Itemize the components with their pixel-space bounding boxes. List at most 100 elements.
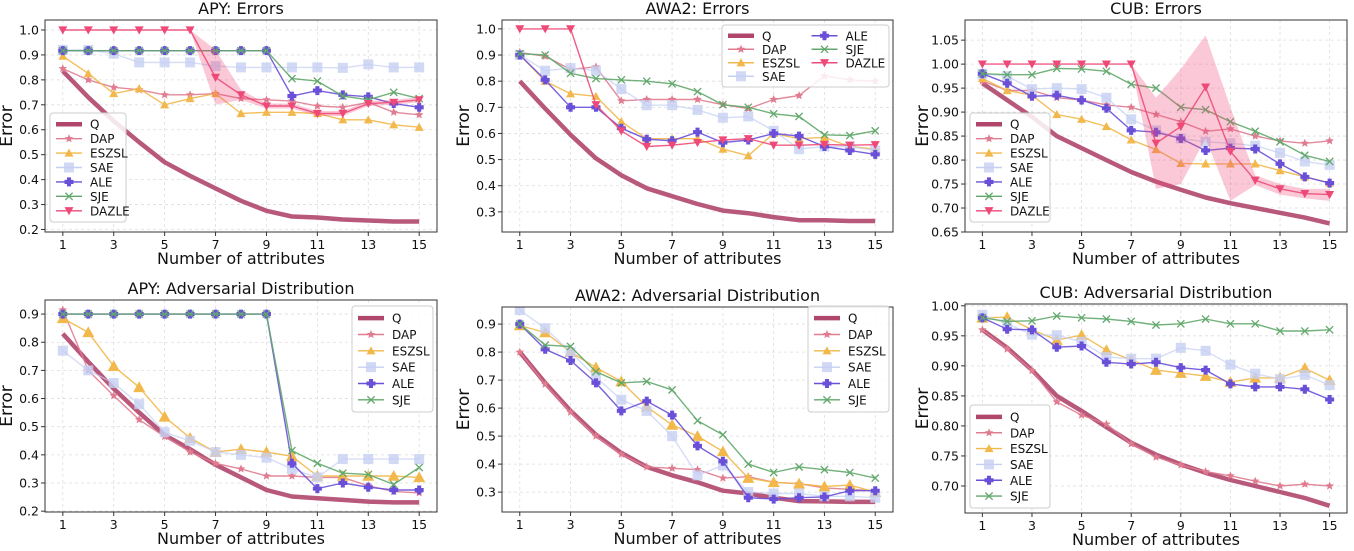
y-tick-label: 1.0 bbox=[476, 21, 496, 36]
data-point-ale bbox=[794, 493, 804, 503]
data-point-sje bbox=[1102, 314, 1111, 324]
data-point-sae bbox=[159, 427, 170, 438]
data-point-ale bbox=[667, 410, 677, 420]
data-point-sje bbox=[1077, 64, 1086, 73]
data-point-sae bbox=[743, 111, 754, 122]
y-tick-label: 0.4 bbox=[19, 172, 39, 187]
legend-item-sje: SJE bbox=[811, 43, 864, 57]
data-point-dap bbox=[1300, 479, 1310, 488]
data-point-ale bbox=[1077, 95, 1087, 105]
x-tick-label: 5 bbox=[1078, 518, 1086, 533]
data-point-ale bbox=[1176, 133, 1186, 143]
data-point-sje bbox=[109, 310, 118, 319]
data-point-sje bbox=[1176, 319, 1185, 328]
legend-item-sje: SJE bbox=[56, 190, 109, 204]
data-point-eszsl bbox=[819, 132, 829, 141]
data-point-eszsl bbox=[566, 89, 576, 98]
data-point-sje bbox=[769, 468, 778, 477]
data-point-dap bbox=[1250, 131, 1260, 140]
data-point-sae bbox=[210, 61, 221, 72]
data-point-dap bbox=[389, 107, 398, 116]
x-tick-label: 1 bbox=[978, 518, 986, 533]
x-tick-label: 1 bbox=[516, 237, 524, 252]
x-axis-label: Number of attributes bbox=[157, 249, 325, 268]
data-point-sae bbox=[134, 57, 145, 68]
data-point-sje bbox=[1127, 80, 1136, 89]
subplot-5: 1 3 5 7 9 11 13 150.700.750.800.850.900.951.00C… bbox=[913, 283, 1348, 549]
y-axis-label: Error bbox=[913, 105, 933, 146]
legend-marker-eszsl bbox=[64, 148, 74, 157]
data-point-eszsl bbox=[742, 472, 755, 483]
x-tick-label: 9 bbox=[1177, 518, 1185, 533]
data-point-ale bbox=[566, 102, 576, 112]
legend-item-ale: ALE bbox=[56, 175, 112, 189]
data-point-sae bbox=[57, 345, 68, 356]
legend-label: SAE bbox=[848, 361, 872, 375]
data-point-sje bbox=[1027, 70, 1037, 79]
legend-item-dap: DAP bbox=[976, 426, 1034, 440]
y-tick-label: 1.05 bbox=[931, 33, 959, 48]
data-point-sae bbox=[1275, 374, 1286, 385]
data-point-sae bbox=[616, 394, 627, 405]
data-point-dap bbox=[109, 82, 118, 91]
data-point-eszsl bbox=[1201, 159, 1211, 168]
legend-item-sae: SAE bbox=[728, 70, 786, 84]
data-point-sae bbox=[590, 65, 601, 76]
data-point-sae bbox=[565, 63, 576, 74]
data-point-ale bbox=[515, 50, 525, 60]
x-tick-label: 5 bbox=[1078, 237, 1086, 252]
data-point-dap bbox=[693, 95, 702, 104]
data-point-ale bbox=[312, 484, 322, 494]
data-point-ale bbox=[591, 378, 601, 388]
x-tick-label: 15 bbox=[867, 517, 883, 532]
legend-item-eszsl: ESZSL bbox=[728, 56, 800, 70]
data-point-sae bbox=[236, 62, 246, 73]
legend-item-q: Q bbox=[358, 312, 401, 326]
data-point-eszsl bbox=[107, 360, 120, 371]
legend-marker-dap bbox=[984, 134, 994, 143]
data-point-dazle bbox=[185, 26, 195, 35]
data-point-sae bbox=[1175, 342, 1186, 353]
data-point-dazle bbox=[109, 26, 119, 35]
legend-label: Q bbox=[762, 29, 771, 43]
data-point-sae bbox=[236, 449, 246, 460]
legend-label: SAE bbox=[1010, 458, 1034, 472]
x-tick-label: 9 bbox=[719, 237, 727, 252]
legend-marker-sje bbox=[366, 395, 376, 404]
data-point-dazle bbox=[1126, 60, 1136, 69]
legend-label: DAZLE bbox=[90, 204, 130, 218]
data-point-dazle bbox=[591, 101, 601, 110]
data-point-eszsl bbox=[185, 94, 195, 103]
x-tick-label: 3 bbox=[110, 517, 118, 532]
legend-label: DAZLE bbox=[846, 56, 886, 70]
data-point-dap bbox=[236, 464, 246, 473]
legend-item-ale: ALE bbox=[811, 29, 868, 43]
data-point-eszsl bbox=[1275, 166, 1285, 175]
x-tick-label: 7 bbox=[668, 237, 676, 252]
data-point-sje bbox=[338, 92, 347, 101]
data-point-dazle bbox=[1101, 60, 1111, 69]
data-point-sje bbox=[135, 310, 144, 319]
data-point-sae bbox=[134, 399, 145, 410]
data-point-eszsl bbox=[1176, 158, 1186, 168]
data-point-dap bbox=[642, 462, 651, 471]
data-point-eszsl bbox=[767, 476, 780, 488]
legend-item-dap: DAP bbox=[814, 328, 872, 342]
data-point-sje bbox=[871, 126, 880, 135]
y-tick-label: 0.6 bbox=[19, 391, 39, 406]
x-tick-label: 13 bbox=[360, 517, 376, 532]
data-point-ale bbox=[1101, 103, 1111, 113]
data-point-eszsl bbox=[414, 122, 424, 131]
data-point-sae bbox=[641, 405, 652, 416]
data-point-ale bbox=[1077, 341, 1087, 351]
data-point-sae bbox=[312, 62, 323, 73]
data-point-eszsl bbox=[718, 144, 728, 153]
data-point-dazle bbox=[1027, 60, 1037, 69]
axes-frame bbox=[501, 19, 894, 233]
legend-item-eszsl: ESZSL bbox=[976, 147, 1048, 161]
x-tick-label: 7 bbox=[1127, 518, 1135, 533]
data-point-sae bbox=[667, 100, 678, 111]
data-point-sje bbox=[84, 310, 93, 319]
data-point-sje bbox=[1201, 314, 1210, 324]
data-point-ale bbox=[363, 92, 373, 102]
